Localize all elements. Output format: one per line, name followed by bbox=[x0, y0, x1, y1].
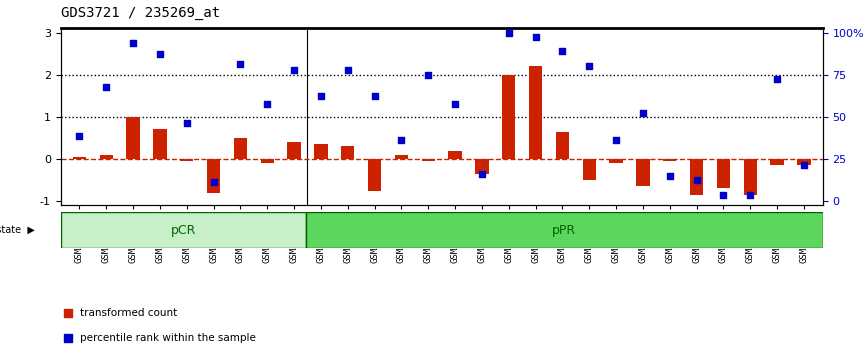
Point bbox=[261, 101, 275, 107]
Bar bbox=[395, 155, 408, 159]
Bar bbox=[690, 159, 703, 195]
Bar bbox=[368, 159, 381, 190]
Bar bbox=[207, 159, 220, 193]
Bar bbox=[475, 159, 488, 174]
Point bbox=[475, 171, 488, 177]
Bar bbox=[422, 159, 435, 161]
Point bbox=[422, 72, 436, 78]
Point bbox=[368, 93, 382, 98]
Bar bbox=[744, 159, 757, 195]
Point bbox=[153, 51, 167, 56]
Bar bbox=[556, 132, 569, 159]
Point bbox=[689, 177, 703, 183]
Bar bbox=[341, 146, 354, 159]
Bar bbox=[529, 66, 542, 159]
Point bbox=[180, 120, 194, 126]
Point bbox=[100, 85, 113, 90]
Point bbox=[743, 192, 757, 198]
FancyBboxPatch shape bbox=[61, 212, 306, 248]
Text: disease state  ▶: disease state ▶ bbox=[0, 225, 35, 235]
Bar bbox=[73, 157, 86, 159]
Point bbox=[501, 30, 515, 35]
Point bbox=[234, 61, 248, 67]
Point bbox=[73, 133, 87, 139]
Bar bbox=[717, 159, 730, 188]
Point bbox=[288, 68, 301, 73]
Point bbox=[395, 137, 409, 143]
Point bbox=[582, 63, 596, 69]
Bar bbox=[261, 159, 274, 163]
Point bbox=[341, 68, 355, 73]
Bar bbox=[663, 159, 676, 161]
Text: pCR: pCR bbox=[171, 224, 196, 236]
Point bbox=[797, 162, 811, 168]
Point bbox=[662, 173, 676, 179]
Point bbox=[528, 34, 542, 40]
Point bbox=[126, 40, 140, 46]
Bar bbox=[637, 159, 650, 186]
Bar bbox=[180, 159, 193, 161]
Point bbox=[207, 179, 221, 185]
Bar bbox=[153, 130, 166, 159]
Point bbox=[770, 76, 784, 82]
Text: percentile rank within the sample: percentile rank within the sample bbox=[80, 333, 255, 343]
FancyBboxPatch shape bbox=[306, 212, 823, 248]
Point bbox=[314, 93, 328, 98]
Bar bbox=[100, 155, 113, 159]
Bar bbox=[126, 117, 139, 159]
Point bbox=[609, 137, 623, 143]
Bar bbox=[798, 159, 811, 165]
Text: GDS3721 / 235269_at: GDS3721 / 235269_at bbox=[61, 6, 220, 19]
Point bbox=[448, 101, 462, 107]
Bar bbox=[234, 138, 247, 159]
Text: pPR: pPR bbox=[552, 224, 576, 236]
Bar bbox=[288, 142, 301, 159]
Point bbox=[504, 175, 518, 180]
Bar bbox=[610, 159, 623, 163]
Bar bbox=[771, 159, 784, 165]
Point bbox=[716, 192, 730, 198]
Point bbox=[636, 110, 650, 115]
Bar bbox=[583, 159, 596, 180]
Bar bbox=[449, 150, 462, 159]
Bar bbox=[502, 75, 515, 159]
Point bbox=[555, 48, 569, 54]
Text: transformed count: transformed count bbox=[80, 308, 177, 318]
Bar bbox=[314, 144, 327, 159]
